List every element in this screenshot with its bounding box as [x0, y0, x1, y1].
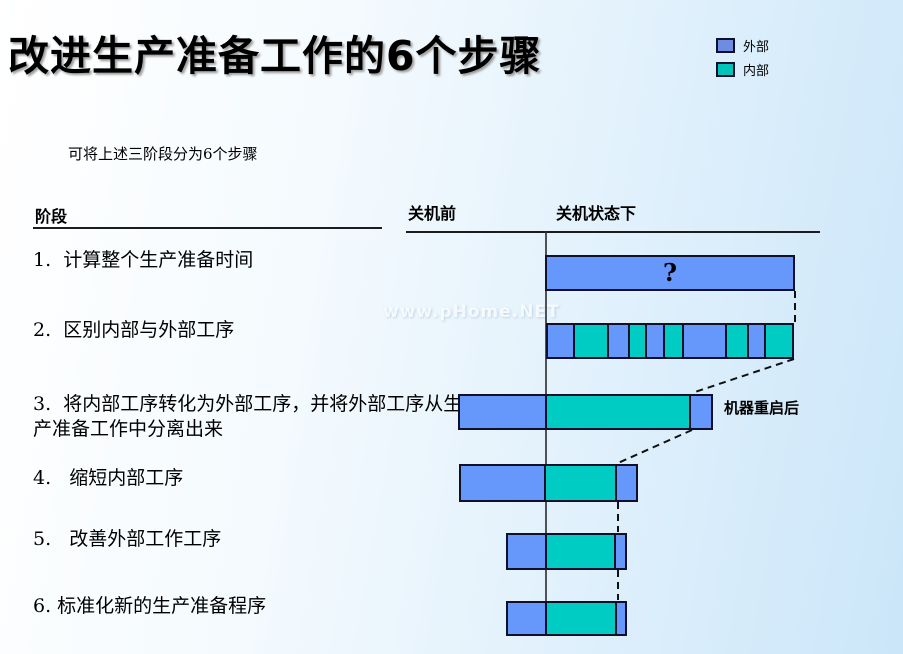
internal-segment — [763, 325, 792, 357]
internal-segment — [544, 466, 615, 500]
page-title: 改进生产准备工作的6个步骤 — [8, 32, 542, 80]
external-color-swatch — [716, 37, 735, 53]
external-segment — [606, 325, 628, 357]
external-segment — [508, 535, 546, 568]
dashed-connector-line — [691, 358, 795, 394]
step-label: 4. 缩短内部工序 — [33, 467, 184, 489]
timeline-bar-step-5 — [506, 533, 627, 570]
external-segment — [688, 396, 711, 428]
external-segment — [614, 466, 636, 500]
question-mark-annotation: ? — [662, 258, 678, 287]
timeline-bar-step-4 — [459, 464, 638, 502]
external-segment — [548, 325, 573, 357]
timeline-bar-step-6 — [506, 601, 627, 636]
timeline-bar-step-1: ? — [545, 255, 795, 291]
internal-segment — [662, 325, 682, 357]
internal-segment — [724, 325, 747, 357]
internal-segment — [627, 325, 646, 357]
step-label: 3. 将内部工序转化为外部工序，并将外部工序从生产准备工作中分离出来 — [33, 393, 463, 440]
column-header-during-shutdown: 关机状态下 — [556, 204, 637, 223]
external-segment — [460, 396, 546, 428]
external-segment — [461, 466, 545, 500]
external-segment — [645, 325, 663, 357]
external-segment — [681, 325, 725, 357]
legend-item: 内部 — [716, 61, 770, 79]
external-segment — [614, 603, 625, 634]
timeline-bar-step-3 — [458, 394, 713, 430]
external-segment — [746, 325, 764, 357]
legend-label: 外部 — [743, 39, 770, 55]
column-header-before-shutdown: 关机前 — [408, 204, 457, 223]
subtitle-text: 可将上述三阶段分为6个步骤 — [68, 145, 258, 163]
watermark-text: www.pHome.NET — [383, 302, 560, 322]
timeline-header-underline — [406, 231, 820, 233]
legend: 外部 内部 — [716, 37, 769, 85]
step-label: 1. 计算整个生产准备时间 — [33, 249, 254, 271]
external-segment — [508, 603, 546, 634]
external-segment — [547, 257, 793, 289]
column-header-stage: 阶段 — [35, 207, 68, 226]
internal-segment — [545, 396, 689, 428]
internal-segment — [545, 603, 615, 634]
internal-color-swatch — [716, 61, 735, 77]
step-label: 5. 改善外部工作工序 — [33, 528, 222, 550]
legend-label: 内部 — [743, 63, 770, 79]
step-label: 6. 标准化新的生产准备程序 — [33, 595, 267, 617]
stage-header-underline — [33, 227, 382, 229]
step-label: 2. 区别内部与外部工序 — [33, 319, 235, 341]
internal-segment — [545, 535, 614, 568]
dashed-connector-line — [617, 429, 693, 464]
external-segment — [613, 535, 626, 568]
timeline-bar-step-2 — [546, 323, 794, 359]
internal-segment — [572, 325, 607, 357]
machine-restart-label: 机器重启后 — [724, 399, 800, 417]
legend-item: 外部 — [716, 37, 770, 55]
